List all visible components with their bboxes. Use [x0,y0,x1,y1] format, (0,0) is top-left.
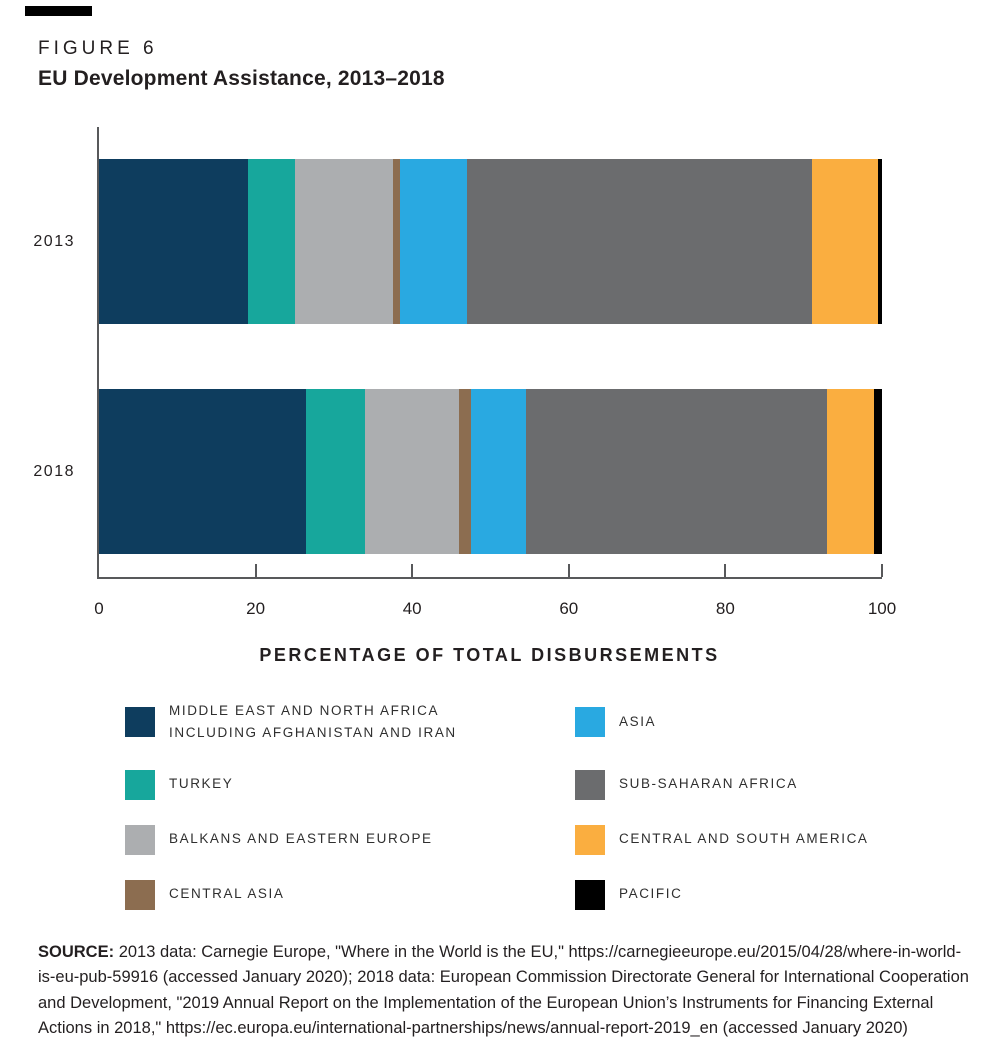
legend-label-middle-east-north-africa: MIDDLE EAST AND NORTH AFRICA INCLUDING AF… [169,703,457,741]
legend-item-turkey: TURKEY [125,769,575,800]
legend-swatch-central-asia [125,879,155,910]
x-tick-label-60: 60 [559,599,579,618]
bar-segment-asia [400,159,467,324]
figure-marker [25,6,92,16]
legend-item-asia: ASIA [575,700,1000,745]
legend-swatch-sub-saharan-africa [575,769,605,800]
legend-item-pacific: PACIFIC [575,879,1000,910]
y-axis-label-2018: 2018 [33,462,75,480]
bar-segment-middle-east-north-africa [99,159,248,324]
figure-title: EU Development Assistance, 2013–2018 [38,67,445,90]
stacked-bar-2018 [99,389,882,554]
x-tick-40 [411,564,414,577]
legend-swatch-turkey [125,769,155,800]
x-tick-60 [567,564,570,577]
bar-segment-pacific [874,389,882,554]
bar-row-2013: 2013 [33,159,882,324]
x-tick-label-40: 40 [402,599,422,618]
legend-item-sub-saharan-africa: SUB-SAHARAN AFRICA [575,769,1000,800]
bar-segment-balkans-eastern-europe [365,389,460,554]
bar-segment-balkans-eastern-europe [294,159,393,324]
x-tick-80 [724,564,727,577]
bar-segment-turkey [306,389,366,554]
stacked-bar-chart: 2013 2018 0 20 40 60 80 100 PERCENTAGE OF TOT… [0,127,1000,910]
x-axis-title: PERCENTAGE OF TOTAL DISBURSEMENTS [259,645,720,665]
x-tick-label-80: 80 [715,599,735,618]
bar-segment-turkey [247,159,295,324]
legend-swatch-pacific [575,879,605,910]
x-tick-100 [881,564,883,577]
x-tick-20 [254,564,257,577]
source-text: 2013 data: Carnegie Europe, "Where in th… [38,942,969,1038]
source-label: SOURCE: [38,942,115,961]
bar-segment-sub-saharan-africa [525,389,828,554]
stacked-bar-2013 [99,159,882,324]
bar-segment-central-south-america [811,159,879,324]
legend-item-middle-east-north-africa: MIDDLE EAST AND NORTH AFRICA INCLUDING AF… [125,700,575,745]
x-tick-label-0: 0 [94,599,104,618]
legend: MIDDLE EAST AND NORTH AFRICA INCLUDING AF… [125,700,1000,910]
x-tick-label-100: 100 [867,599,897,618]
legend-swatch-central-south-america [575,824,605,855]
legend-label-sub-saharan-africa: SUB-SAHARAN AFRICA [619,776,798,792]
legend-item-central-south-america: CENTRAL AND SOUTH AMERICA [575,824,1000,855]
legend-swatch-middle-east-north-africa [125,707,155,738]
legend-label-central-south-america: CENTRAL AND SOUTH AMERICA [619,831,869,847]
legend-label-balkans-eastern-europe: BALKANS AND EASTERN EUROPE [169,831,433,847]
legend-label-central-asia: CENTRAL ASIA [169,886,285,902]
bar-segment-asia [470,389,526,554]
bar-segment-central-asia [392,159,401,324]
legend-swatch-balkans-eastern-europe [125,824,155,855]
legend-label-pacific: PACIFIC [619,886,683,902]
plot-area: 2013 2018 0 20 40 60 80 100 [33,127,896,618]
legend-item-balkans-eastern-europe: BALKANS AND EASTERN EUROPE [125,824,575,855]
bar-segment-sub-saharan-africa [466,159,812,324]
bar-segment-middle-east-north-africa [99,389,307,554]
figure-label: FIGURE 6 [38,38,158,59]
bar-segment-central-asia [459,389,471,554]
bar-segment-pacific [878,159,882,324]
bar-segment-central-south-america [827,389,875,554]
y-axis-label-2013: 2013 [33,232,75,250]
source-note: SOURCE: 2013 data: Carnegie Europe, "Whe… [38,940,972,1042]
legend-label-turkey: TURKEY [169,776,234,792]
legend-item-central-asia: CENTRAL ASIA [125,879,575,910]
figure-header: FIGURE 6 EU Development Assistance, 2013… [0,0,1000,91]
x-tick-label-20: 20 [246,599,266,618]
legend-label-asia: ASIA [619,714,657,730]
legend-swatch-asia [575,707,605,738]
bar-row-2018: 2018 [33,389,882,554]
